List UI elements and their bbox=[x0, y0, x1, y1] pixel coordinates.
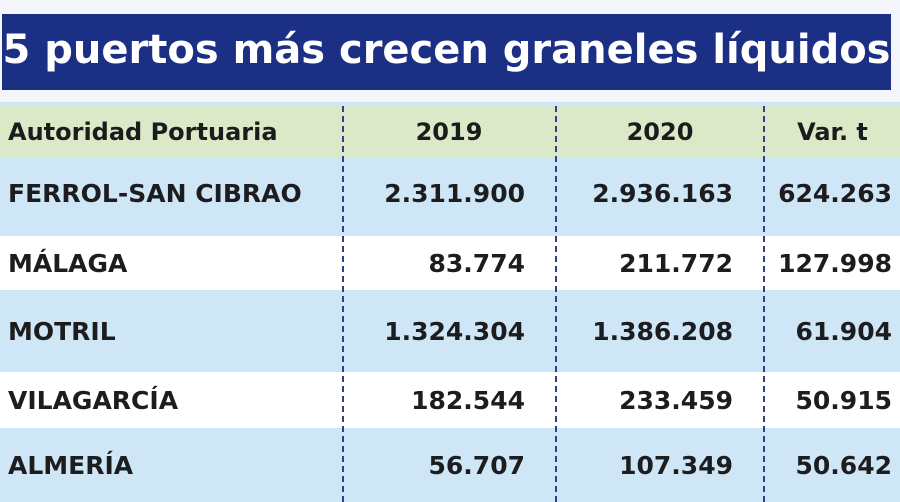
value-2020: 1.386.208 bbox=[592, 316, 733, 346]
value-var: 127.998 bbox=[778, 248, 892, 278]
table-row: FERROL-SAN CIBRAO 2.311.900 2.936.163 62… bbox=[0, 158, 900, 228]
header-2019: 2019 bbox=[415, 118, 483, 146]
table-row: VILAGARCÍA 182.544 233.459 50.915 bbox=[0, 372, 900, 428]
value-2019: 182.544 bbox=[411, 385, 525, 415]
header-2020: 2020 bbox=[626, 118, 694, 146]
value-2019: 83.774 bbox=[428, 248, 525, 278]
value-2019: 1.324.304 bbox=[384, 316, 525, 346]
port-name: VILAGARCÍA bbox=[8, 385, 179, 415]
header-port: Autoridad Portuaria bbox=[8, 118, 278, 146]
column-divider bbox=[763, 106, 765, 502]
value-2020: 107.349 bbox=[619, 450, 733, 480]
data-table: Autoridad Portuaria 2019 2020 Var. t FER… bbox=[0, 106, 900, 502]
value-var: 50.915 bbox=[795, 385, 892, 415]
value-var: 624.263 bbox=[778, 178, 892, 208]
header-var: Var. t bbox=[797, 118, 868, 146]
port-name: ALMERÍA bbox=[8, 450, 134, 480]
value-2020: 233.459 bbox=[619, 385, 733, 415]
value-2019: 2.311.900 bbox=[384, 178, 525, 208]
port-name: FERROL-SAN CIBRAO bbox=[8, 178, 302, 208]
value-var: 50.642 bbox=[795, 450, 892, 480]
title-bar: 5 puertos más crecen graneles líquidos bbox=[2, 14, 891, 90]
port-name: MÁLAGA bbox=[8, 248, 128, 278]
table-row: MÁLAGA 83.774 211.772 127.998 bbox=[0, 236, 900, 290]
port-name: MOTRIL bbox=[8, 316, 116, 346]
value-var: 61.904 bbox=[795, 316, 892, 346]
value-2019: 56.707 bbox=[428, 450, 525, 480]
table-header-row: Autoridad Portuaria 2019 2020 Var. t bbox=[0, 106, 900, 158]
chart-title: 5 puertos más crecen graneles líquidos bbox=[2, 27, 891, 73]
value-2020: 211.772 bbox=[619, 248, 733, 278]
table-row: ALMERÍA 56.707 107.349 50.642 bbox=[0, 428, 900, 502]
column-divider bbox=[555, 106, 557, 502]
value-2020: 2.936.163 bbox=[592, 178, 733, 208]
column-divider bbox=[342, 106, 344, 502]
table-row: MOTRIL 1.324.304 1.386.208 61.904 bbox=[0, 290, 900, 372]
